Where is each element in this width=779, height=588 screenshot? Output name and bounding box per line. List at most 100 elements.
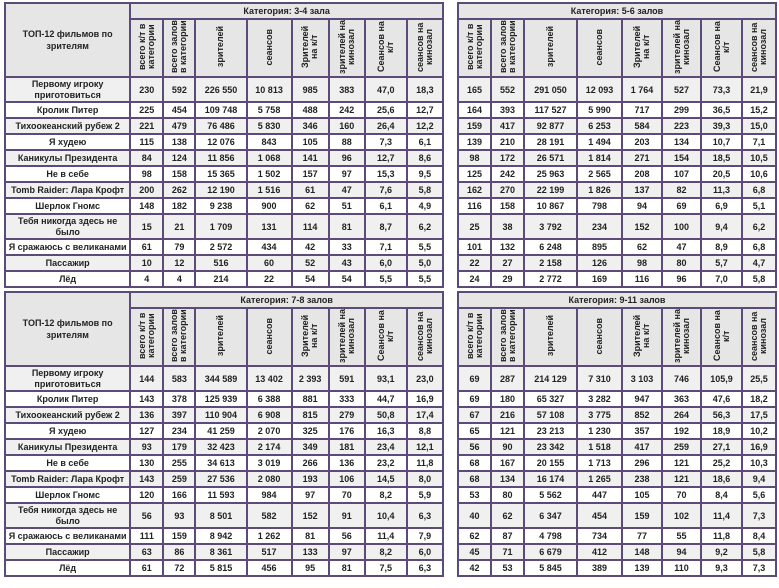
cell-value: 137 bbox=[621, 181, 663, 199]
cell-value: 4,7 bbox=[741, 254, 777, 272]
category-title: Категория: 7-8 залов bbox=[129, 291, 444, 309]
cell-value: 124 bbox=[162, 149, 197, 167]
table-row: 165 552 291 050 12 093 1 764 527 73,3 21,9 bbox=[457, 76, 777, 103]
cell-value: 148 bbox=[621, 543, 663, 561]
cell-value: 42 bbox=[290, 238, 330, 256]
cell-value: 11,4 bbox=[700, 502, 743, 529]
column-header-label: зрителей на кинозал bbox=[671, 20, 691, 74]
cell-value: 97 bbox=[290, 486, 330, 504]
cell-value: 11,8 bbox=[700, 527, 743, 545]
cell-value: 203 bbox=[621, 133, 663, 151]
category-title: Категория: 9-11 залов bbox=[457, 291, 777, 309]
table-row: Не в себе 98 158 15 365 1 502 157 97 15,3 9,5 bbox=[3, 165, 445, 183]
cell-value: 1 262 bbox=[245, 527, 293, 545]
cell-value: 12,1 bbox=[405, 438, 445, 456]
cell-value: 10,3 bbox=[741, 454, 777, 472]
cell-value: 8,4 bbox=[700, 486, 743, 504]
cell-value: 42 bbox=[457, 559, 492, 577]
cell-value: 79 bbox=[162, 238, 197, 256]
cell-value: 88 bbox=[327, 133, 366, 151]
cell-value: 299 bbox=[661, 101, 702, 119]
column-header: всего залов в категории bbox=[162, 307, 197, 367]
cell-value: 6 347 bbox=[523, 502, 578, 529]
cell-value: 5,7 bbox=[700, 254, 743, 272]
cell-value: 5,5 bbox=[405, 270, 445, 288]
cell-value: 9,3 bbox=[700, 559, 743, 577]
cell-value: 5,1 bbox=[741, 197, 777, 215]
cell-value: 10,2 bbox=[741, 422, 777, 440]
cell-value: 984 bbox=[245, 486, 293, 504]
column-header: сеансов bbox=[245, 18, 293, 78]
cell-value: 56,3 bbox=[700, 406, 743, 424]
table-row: 125 242 25 963 2 565 208 107 20,5 10,6 bbox=[457, 165, 777, 183]
cell-value: 181 bbox=[327, 438, 366, 456]
column-header: зрителей bbox=[194, 307, 248, 367]
cell-value: 96 bbox=[661, 270, 702, 288]
column-header: зрителей на кинозал bbox=[661, 307, 702, 367]
cell-value: 125 939 bbox=[194, 390, 248, 408]
column-header: зрителей bbox=[194, 18, 248, 78]
cell-value: 1 764 bbox=[621, 76, 663, 103]
film-name: Я сражаюсь с великанами bbox=[3, 527, 132, 545]
column-header-label: сеансов на кинозал bbox=[749, 22, 768, 72]
cell-value: 28 191 bbox=[523, 133, 578, 151]
cell-value: 591 bbox=[327, 365, 366, 392]
cell-value: 21,9 bbox=[741, 76, 777, 103]
column-header-label: сеансов bbox=[263, 317, 274, 355]
film-name: Я худею bbox=[3, 133, 132, 151]
cell-value: 7,5 bbox=[363, 559, 408, 577]
cell-value: 552 bbox=[490, 76, 525, 103]
cell-value: 44,7 bbox=[363, 390, 408, 408]
cell-value: 895 bbox=[576, 238, 623, 256]
cell-value: 105 bbox=[621, 486, 663, 504]
column-header: всего залов в категории bbox=[490, 18, 525, 78]
cell-value: 6 679 bbox=[523, 543, 578, 561]
cell-value: 32 423 bbox=[194, 438, 248, 456]
film-name: Тебя никогда здесь не было bbox=[3, 502, 132, 529]
cell-value: 121 bbox=[661, 454, 702, 472]
cell-value: 6,2 bbox=[405, 213, 445, 240]
cell-value: 16,9 bbox=[741, 438, 777, 456]
stats-table-4: Категория: 9-11 залов всего к/т в категор… bbox=[457, 291, 777, 577]
cell-value: 266 bbox=[290, 454, 330, 472]
cell-value: 9,4 bbox=[741, 470, 777, 488]
film-name: Кролик Питер bbox=[3, 101, 132, 119]
table-row: Лёд 4 4 214 22 54 54 5,5 5,5 bbox=[3, 270, 445, 288]
cell-value: 22 bbox=[245, 270, 293, 288]
table-row: 65 121 23 213 1 230 357 192 18,9 10,2 bbox=[457, 422, 777, 440]
cell-value: 56 bbox=[457, 438, 492, 456]
cell-value: 383 bbox=[327, 76, 366, 103]
cell-value: 21 bbox=[162, 213, 197, 240]
table-row: 53 80 5 562 447 105 70 8,4 5,6 bbox=[457, 486, 777, 504]
cell-value: 76 486 bbox=[194, 117, 248, 135]
cell-value: 1 713 bbox=[576, 454, 623, 472]
cell-value: 154 bbox=[661, 149, 702, 167]
cell-value: 63 bbox=[129, 543, 165, 561]
cell-value: 192 bbox=[661, 422, 702, 440]
cell-value: 126 bbox=[576, 254, 623, 272]
column-header: зрителей bbox=[523, 307, 578, 367]
cell-value: 61 bbox=[129, 238, 165, 256]
column-header: всего к/т в категории bbox=[129, 18, 165, 78]
cell-value: 226 550 bbox=[194, 76, 248, 103]
cell-value: 357 bbox=[621, 422, 663, 440]
cell-value: 1 502 bbox=[245, 165, 293, 183]
corner-label: ТОП-12 фильмов по зрителям bbox=[3, 291, 132, 367]
cell-value: 11,3 bbox=[700, 181, 743, 199]
cell-value: 25,2 bbox=[700, 454, 743, 472]
cell-value: 9,4 bbox=[700, 213, 743, 240]
cell-value: 447 bbox=[576, 486, 623, 504]
cell-value: 985 bbox=[290, 76, 330, 103]
film-name: Tomb Raider: Лара Крофт bbox=[3, 470, 132, 488]
cell-value: 592 bbox=[162, 76, 197, 103]
cell-value: 125 bbox=[457, 165, 492, 183]
cell-value: 70 bbox=[661, 486, 702, 504]
cell-value: 1 814 bbox=[576, 149, 623, 167]
cell-value: 2 772 bbox=[523, 270, 578, 288]
cell-value: 50,8 bbox=[363, 406, 408, 424]
cell-value: 121 bbox=[661, 470, 702, 488]
cell-value: 167 bbox=[490, 454, 525, 472]
cell-value: 16 174 bbox=[523, 470, 578, 488]
cell-value: 157 bbox=[290, 165, 330, 183]
cell-value: 9,2 bbox=[700, 543, 743, 561]
